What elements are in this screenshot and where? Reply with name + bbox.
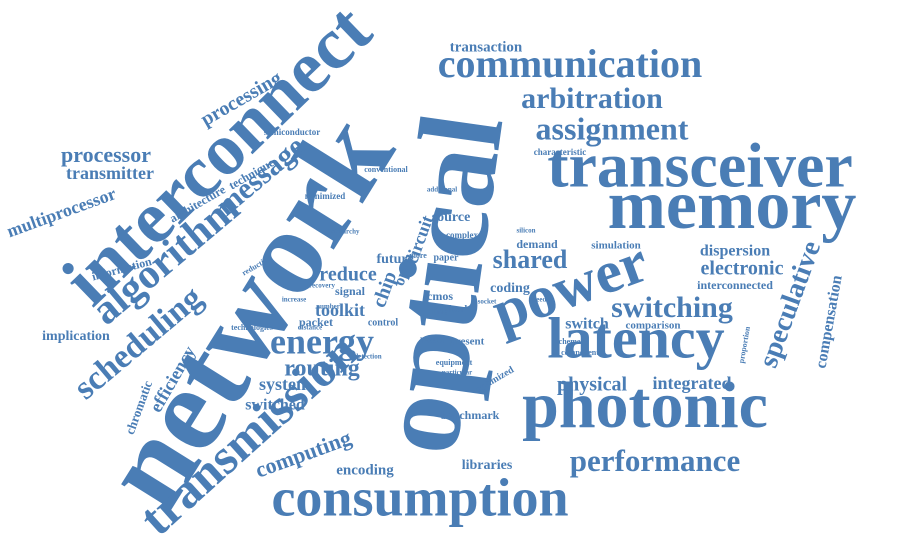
word: additional <box>427 186 457 194</box>
word: line <box>432 306 448 317</box>
word: processor <box>61 142 151 167</box>
word: component <box>561 348 599 357</box>
word: increase <box>282 296 306 304</box>
word: benchmark <box>441 408 500 422</box>
word: future <box>376 252 413 267</box>
word: detection <box>354 353 381 361</box>
word: more <box>409 251 427 260</box>
word: compensation <box>813 274 846 370</box>
word: assignment <box>536 110 689 146</box>
word: minimized <box>305 191 346 201</box>
word: reduce <box>319 264 377 286</box>
word: recovery <box>309 282 335 290</box>
word: hierarchy <box>330 228 360 236</box>
word: photonic <box>522 369 768 442</box>
word: transceiver <box>547 130 853 201</box>
word: transaction <box>450 39 523 55</box>
word: dispersion <box>700 243 770 260</box>
word: energy <box>270 321 374 361</box>
word: switching <box>611 291 733 324</box>
word: packet <box>299 315 333 329</box>
word: routing <box>284 356 360 382</box>
word: paper <box>434 252 460 263</box>
word: physical <box>557 374 627 396</box>
word: system <box>259 374 311 394</box>
word: semiconductor <box>264 127 321 137</box>
word: interconnected <box>697 278 773 292</box>
word: communication <box>438 41 702 86</box>
word: electronic <box>701 258 784 280</box>
word: switch <box>565 316 609 333</box>
word: speed <box>530 296 547 304</box>
word: socket <box>478 298 497 306</box>
word: number <box>316 303 340 311</box>
word: performance <box>570 443 740 478</box>
word: integrated <box>653 373 732 393</box>
word: latency <box>547 305 724 370</box>
word: cmos <box>427 289 453 303</box>
word: scheme <box>556 337 581 346</box>
word: switched <box>245 397 305 414</box>
word: transmitter <box>66 163 154 183</box>
word: encoding <box>336 462 394 478</box>
word: technologies <box>231 323 273 332</box>
word: demand <box>516 237 558 251</box>
word: proportion <box>737 325 752 364</box>
word: source <box>432 210 471 225</box>
word: toolkit <box>315 300 365 320</box>
word: distance <box>298 324 323 332</box>
word: complex <box>446 230 478 240</box>
word: coding <box>490 281 530 296</box>
word: signal <box>335 284 366 298</box>
word: particular <box>442 369 472 377</box>
word: silicon <box>516 227 535 235</box>
word: implication <box>42 329 110 344</box>
word: libraries <box>462 458 513 473</box>
word: characteristic <box>534 147 586 157</box>
word: memory <box>608 167 857 244</box>
word: load <box>449 304 468 315</box>
word: result <box>420 334 445 345</box>
word: control <box>368 317 399 328</box>
word: shared <box>493 245 568 274</box>
word: equipment <box>436 358 473 367</box>
word: consumption <box>271 467 568 527</box>
word: arbitration <box>521 82 663 115</box>
word: comparison <box>626 320 681 332</box>
word: simulation <box>591 240 641 252</box>
word: conventional <box>364 165 408 174</box>
word: present <box>450 336 485 348</box>
